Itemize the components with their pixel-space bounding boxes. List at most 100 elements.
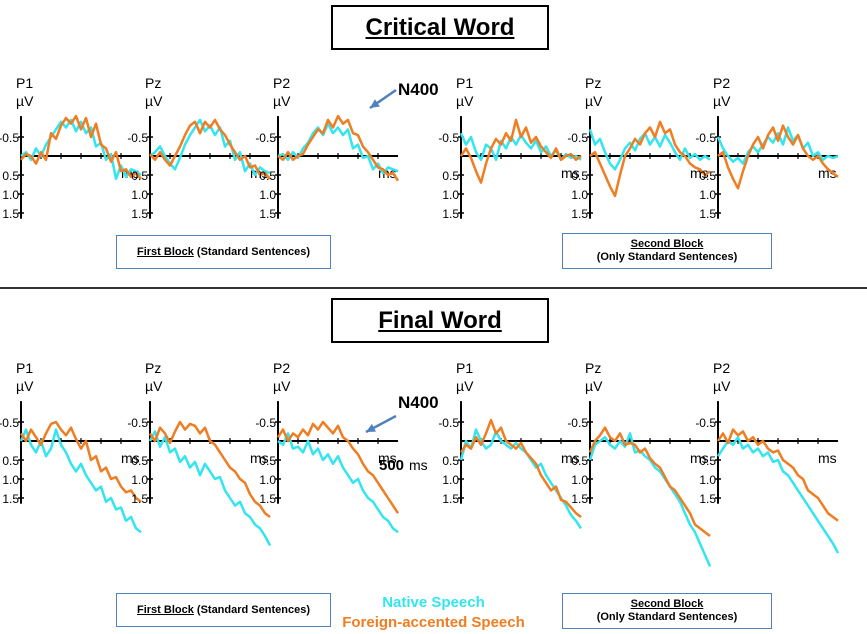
panel-final-b2-p2-native-line [716,435,840,554]
panel-critical-b2-p2-native-line [716,126,839,165]
panel-final-b2-p1-y-tick-label: -0.5 [438,416,459,430]
panel-critical-b1-p1-y-tick-label: 1.0 [2,188,19,202]
panel-critical-b2-p1-y-tick-label: -0.5 [438,131,459,145]
panel-final-b2-pz-y-unit-label: µV [585,378,603,394]
panel-final-b1-pz-y-tick-label: 1.0 [131,473,148,487]
panel-final-b2-pz-y-tick-label: 0.5 [571,454,588,468]
panel-critical-b2-pz-y-unit-label: µV [585,93,603,109]
panel-final-b1-p2-native-line [277,432,399,534]
panel-final-b2-p1-y-tick-label: 1.0 [442,473,459,487]
panel-critical-b1-p1-native-line [20,118,142,181]
panel-critical-b1-pz-y-tick-label: 0.5 [131,169,148,183]
panel-final-b1-p1-y-unit-label: µV [16,378,34,394]
panel-final-b2-p2-y-tick-label: 0.5 [699,454,716,468]
panel-final-b2-p1-x-unit-label: ms [561,450,580,466]
panel-final-b2-pz-foreign-line [588,426,711,537]
panel-final-b1-p2-y-tick-label: -0.5 [255,416,276,430]
final-second-block-line1: Second Block [630,598,704,610]
n400-critical-arrowhead [370,99,380,108]
panel-final-b2-pz-native-line [588,432,712,567]
panel-final-b1-p1-x-unit-label: ms [121,450,140,466]
panel-final-b1-pz-y-tick-label: 1.5 [131,492,148,506]
panel-critical-b1-p2-native-line [277,122,399,175]
panel-critical-b1-pz-y-tick-label: 1.5 [131,207,148,221]
panel-final-b2-p2-y-unit-label: µV [713,378,731,394]
panel-critical-b2-pz-y-tick-label: 1.5 [571,207,588,221]
legend-native: Native Speech [382,594,485,611]
panel-final-b1-p1-electrode-label: P1 [16,360,33,376]
critical-first-block-sub: (Standard Sentences) [196,245,310,258]
panel-critical-b2-p1-y-unit-label: µV [456,93,474,109]
panel-critical-b1-p2-y-unit-label: µV [273,93,291,109]
panel-final-b1-pz-x-unit-label: ms [250,450,269,466]
panel-final-b1-p2-foreign-line [276,420,400,514]
panel-critical-b1-pz-y-unit-label: µV [145,93,163,109]
critical-word-title: Critical Word [331,5,549,50]
final-word-title-text: Final Word [378,306,502,334]
panel-critical-b1-pz-y-tick-label: -0.5 [127,131,148,145]
critical-second-block-label: Second Block (Only Standard Sentences) [562,233,772,269]
panel-critical-b1-p2-electrode-label: P2 [273,75,290,91]
panel-final-b2-p1-y-unit-label: µV [456,378,474,394]
panel-critical-b1-p1-y-unit-label: µV [16,93,34,109]
panel-final-b1-p1-y-tick-label: 0.5 [2,454,19,468]
panel-critical-b2-pz-electrode-label: Pz [585,75,601,91]
panel-final-b1-p1-y-tick-label: 1.0 [2,473,19,487]
panel-final-b1-p2-y-tick-label: 1.0 [259,473,276,487]
critical-first-block-main: First Block [136,245,194,258]
panel-final-b2-p2-foreign-line [716,428,839,522]
final-500-label: 500 [379,457,404,474]
n400-final-label: N400 [398,393,439,412]
panel-final-b2-p1-foreign-line [459,418,582,518]
panel-final-b2-p2-y-tick-label: 1.0 [699,473,716,487]
panel-critical-b1-p2-y-tick-label: 1.0 [259,188,276,202]
panel-critical-b1-p2-y-tick-label: -0.5 [255,131,276,145]
panel-critical-b1-p2-foreign-line [277,114,400,182]
panel-critical-b1-p2-y-tick-label: 0.5 [259,169,276,183]
panel-critical-b1-p1-y-tick-label: -0.5 [0,131,19,145]
panel-critical-b1-pz-y-tick-label: 1.0 [131,188,148,202]
final-first-block-main: First Block [136,603,194,616]
legend-foreign: Foreign-accented Speech [342,614,525,631]
critical-second-block-line2: (Only Standard Sentences) [596,251,738,263]
panel-critical-b2-p2-x-unit-label: ms [818,165,837,181]
panel-final-b2-p2-y-tick-label: 1.5 [699,492,716,506]
panel-critical-b2-p1-x-unit-label: ms [561,165,580,181]
panel-final-b1-p2-y-unit-label: µV [273,378,291,394]
panel-critical-b1-pz-foreign-line [149,118,271,180]
panel-final-b2-pz-y-tick-label: 1.0 [571,473,588,487]
panel-critical-b2-p2-y-tick-label: 0.5 [699,169,716,183]
panel-critical-b1-p1-y-tick-label: 0.5 [2,169,19,183]
panel-final-b1-p1-foreign-line [19,420,142,503]
panel-critical-b1-p2-y-tick-label: 1.5 [259,207,276,221]
panel-critical-b1-pz-electrode-label: Pz [145,75,161,91]
panel-final-b1-p2-y-tick-label: 1.5 [259,492,276,506]
panel-final-b2-pz-y-tick-label: 1.5 [571,492,588,506]
n400-final-arrowhead [366,423,376,432]
panel-final-b2-pz-y-tick-label: -0.5 [567,416,588,430]
final-500-unit: ms [409,457,428,473]
panel-final-b2-p2-electrode-label: P2 [713,360,730,376]
final-second-block-label: Second Block (Only Standard Sentences) [562,593,772,629]
final-second-block-line2: (Only Standard Sentences) [596,611,738,623]
panel-critical-b2-p1-foreign-line [459,118,582,184]
panel-critical-b2-pz-x-unit-label: ms [690,165,709,181]
panel-critical-b1-p1-foreign-line [20,114,142,180]
panel-final-b1-pz-y-tick-label: 0.5 [131,454,148,468]
panel-final-b1-p1-native-line [19,428,142,534]
panel-critical-b2-pz-native-line [588,129,711,171]
panel-critical-b2-p2-y-tick-label: -0.5 [695,131,716,145]
critical-first-block-label: First Block (Standard Sentences) [116,235,331,269]
panel-critical-b2-p2-y-tick-label: 1.5 [699,207,716,221]
final-word-title: Final Word [331,298,549,343]
panel-critical-b2-pz-foreign-line [589,120,711,198]
final-first-block-sub: (Standard Sentences) [196,603,310,616]
panel-final-b1-pz-foreign-line [148,420,271,518]
panel-final-b1-pz-y-tick-label: -0.5 [127,416,148,430]
panel-critical-b2-p2-y-tick-label: 1.0 [699,188,716,202]
panel-final-b2-pz-x-unit-label: ms [690,450,709,466]
panel-critical-b2-pz-y-tick-label: 0.5 [571,169,588,183]
section-divider [0,287,867,289]
panel-final-b1-p2-x-unit-label: ms [378,450,397,466]
